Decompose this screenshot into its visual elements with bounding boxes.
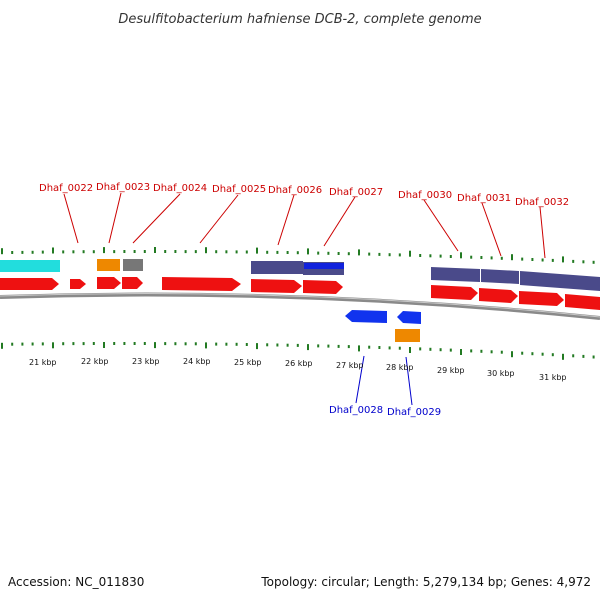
kbp-label: 30 kbp [487,369,515,378]
gene-label-forward[interactable]: Dhaf_0027 [329,187,383,198]
genome-backbone [0,292,600,320]
cds-arrow-forward[interactable] [251,279,302,293]
cds-arrow-forward[interactable] [519,291,564,306]
feature-orange[interactable] [97,259,120,271]
cds-arrow-reverse[interactable] [345,310,387,323]
kbp-label: 24 kbp [183,357,211,366]
kbp-label: 31 kbp [539,373,567,382]
gene-label-reverse[interactable]: Dhaf_0029 [387,407,441,418]
gene-label-forward[interactable]: Dhaf_0022 [39,183,93,194]
map-title: Desulfitobacterium hafniense DCB-2, comp… [118,12,481,27]
gene-label-forward[interactable]: Dhaf_0023 [96,182,150,193]
gene-label-forward[interactable]: Dhaf_0025 [212,184,266,195]
feature-blue[interactable] [304,263,344,269]
feature-purple[interactable] [520,271,600,291]
gene-label-reverse[interactable]: Dhaf_0028 [329,405,383,416]
genome-backbone-highlight [0,293,600,318]
cds-arrow-reverse[interactable] [397,311,421,324]
feature-purple[interactable] [431,267,480,282]
cds-arrow-forward[interactable] [479,288,518,303]
kbp-label: 28 kbp [386,363,414,372]
feature-gray[interactable] [123,259,143,271]
tick-marks-top [1,247,595,264]
genome-summary: Topology: circular; Length: 5,279,134 bp… [260,575,591,589]
gene-label-forward[interactable]: Dhaf_0031 [457,193,511,204]
leader-lines-forward [63,192,546,259]
cds-arrow-forward[interactable] [97,277,121,289]
cds-arrow-forward[interactable] [431,285,478,300]
kbp-label: 26 kbp [285,359,313,368]
kbp-label: 22 kbp [81,357,109,366]
gene-label-forward[interactable]: Dhaf_0032 [515,197,569,208]
gene-label-forward[interactable]: Dhaf_0026 [268,185,322,196]
gene-label-forward[interactable]: Dhaf_0024 [153,183,207,194]
accession-label: Accession: NC_011830 [8,575,144,589]
leader-lines-reverse [355,355,413,406]
kbp-label: 21 kbp [29,358,57,367]
kbp-label: 23 kbp [132,357,160,366]
tick-marks-bottom [1,342,595,360]
cds-arrow-forward[interactable] [303,280,343,294]
cds-arrow-forward[interactable] [122,277,143,289]
gene-label-forward[interactable]: Dhaf_0030 [398,190,452,201]
feature-purple[interactable] [481,269,519,284]
feature-orange[interactable] [395,329,420,342]
cds-arrow-forward[interactable] [70,279,86,289]
cds-arrow-forward[interactable] [162,277,241,291]
cds-arrow-forward[interactable] [0,278,59,290]
cds-arrow-forward[interactable] [565,294,600,310]
feature-purple[interactable] [251,261,303,274]
feature-cyan[interactable] [0,260,60,272]
kbp-label: 29 kbp [437,366,465,375]
kbp-label: 25 kbp [234,358,262,367]
kbp-label: 27 kbp [336,361,364,370]
